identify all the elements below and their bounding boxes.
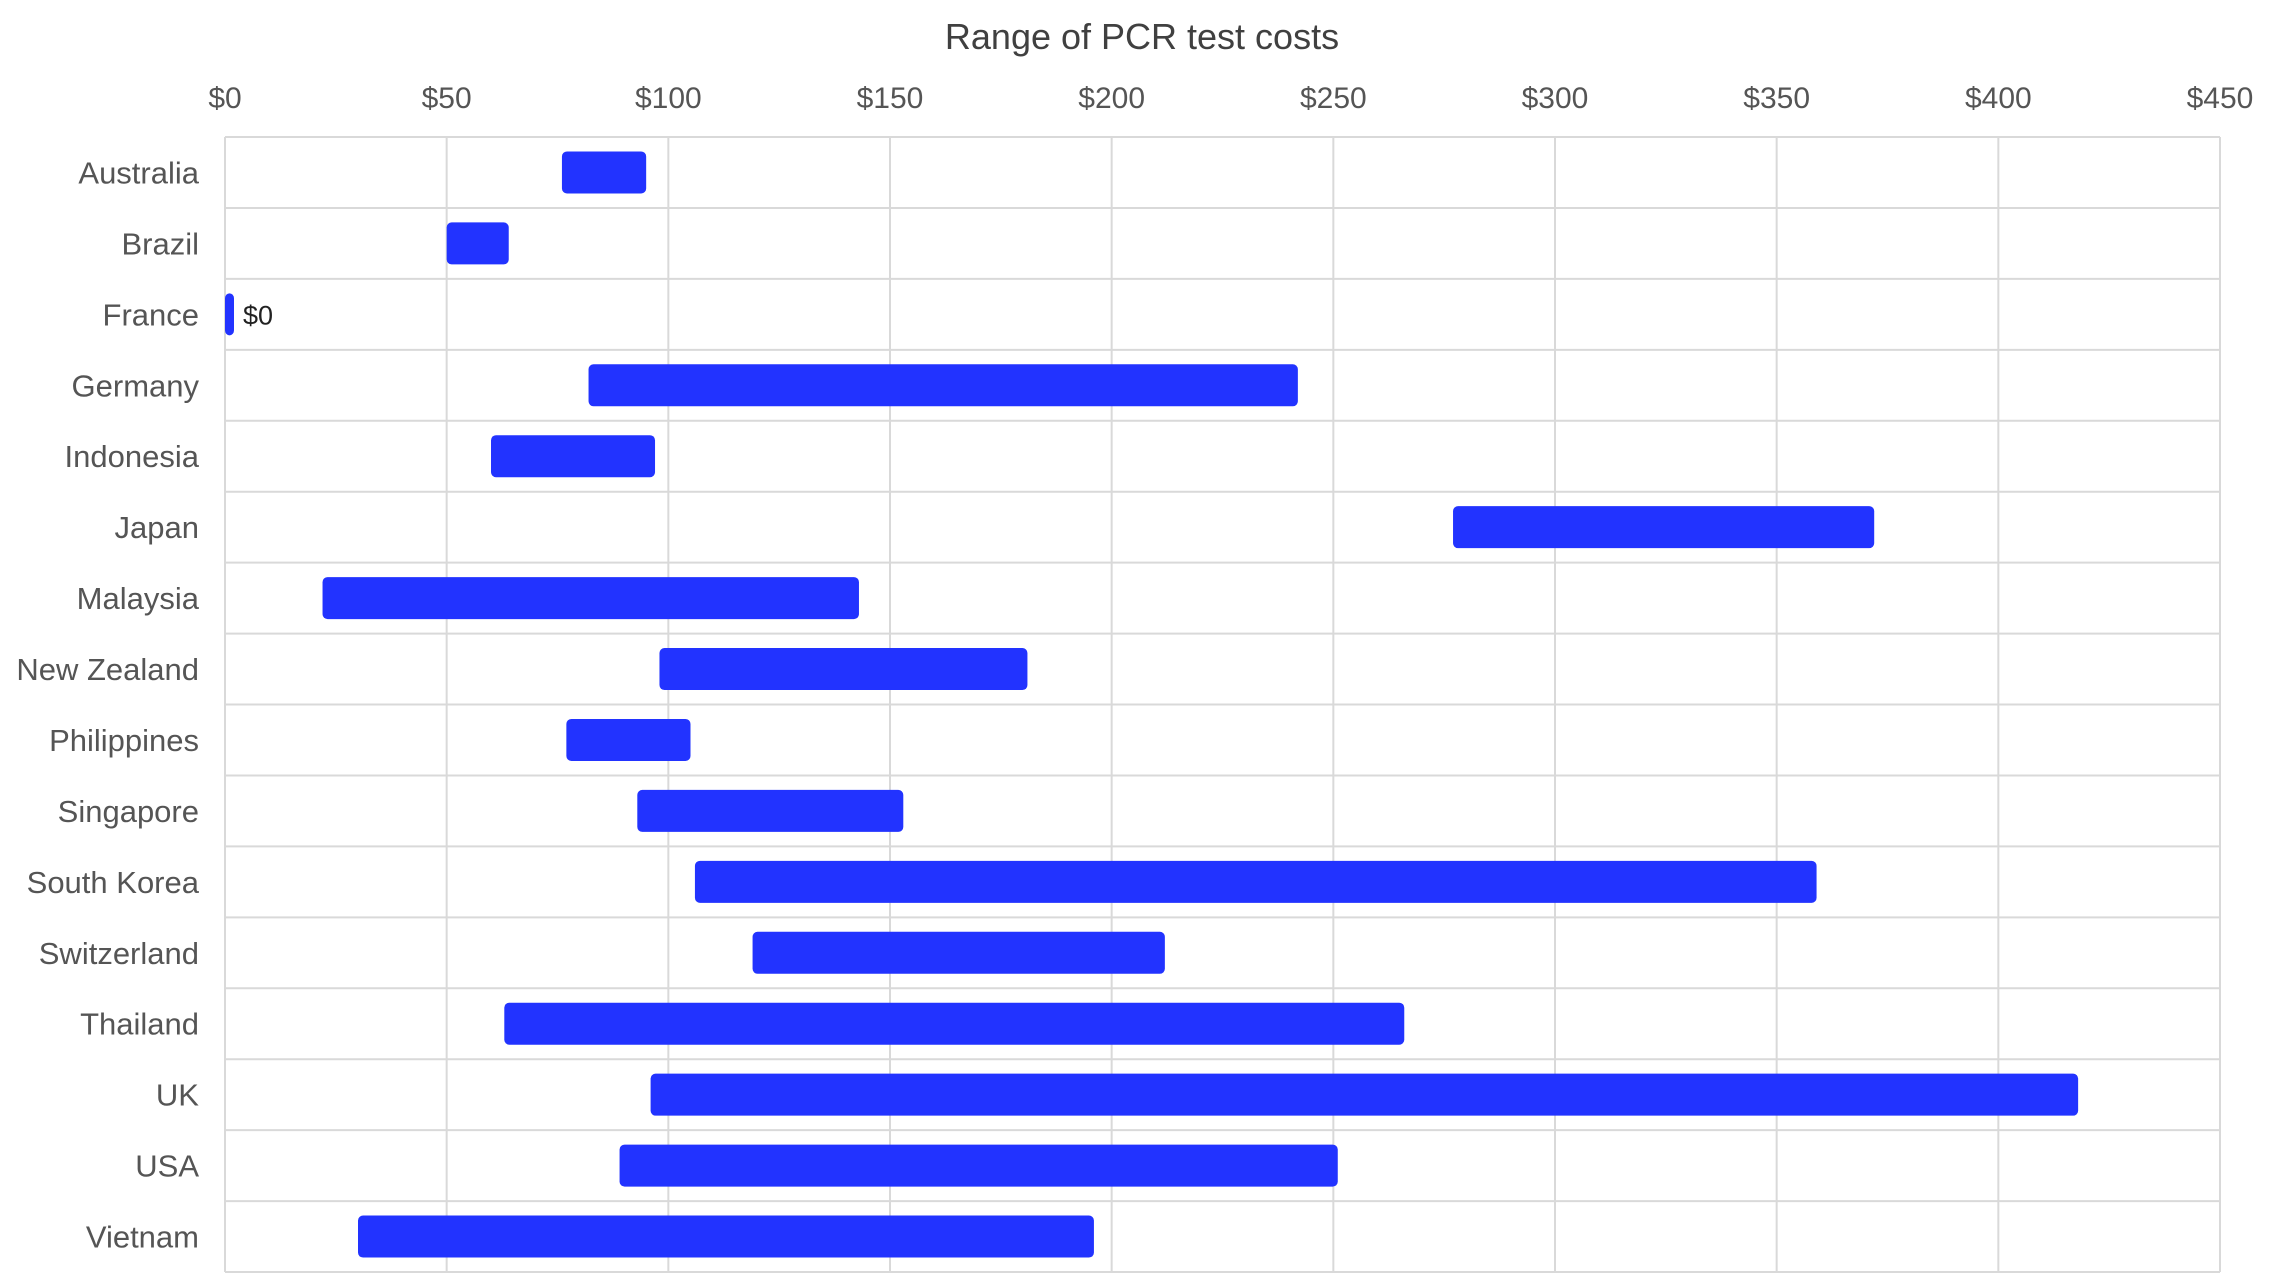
range-bar — [637, 789, 904, 832]
x-tick-label: $0 — [208, 82, 241, 115]
category-label: Australia — [78, 155, 199, 190]
category-label: Vietnam — [86, 1220, 199, 1255]
category-label: USA — [135, 1149, 199, 1184]
category-label: Switzerland — [39, 936, 199, 971]
range-bar — [659, 648, 1028, 691]
range-bar — [504, 1002, 1405, 1045]
data-label: $0 — [243, 300, 273, 330]
category-label: France — [103, 297, 199, 332]
category-label: UK — [156, 1078, 199, 1113]
range-bar — [491, 435, 656, 478]
x-tick-label: $250 — [1300, 82, 1367, 115]
category-label: Singapore — [58, 794, 199, 829]
category-label: Japan — [115, 510, 199, 545]
x-tick-label: $450 — [2187, 82, 2254, 115]
range-bar — [225, 293, 234, 336]
category-label: Philippines — [49, 723, 199, 758]
x-tick-label: $300 — [1522, 82, 1589, 115]
range-bar — [650, 1073, 2079, 1116]
range-bar — [566, 718, 691, 761]
x-tick-label: $50 — [422, 82, 472, 115]
range-bar — [588, 364, 1298, 407]
x-tick-label: $150 — [857, 82, 924, 115]
range-bar — [446, 222, 509, 265]
category-label: New Zealand — [16, 652, 199, 687]
range-bar — [752, 931, 1165, 974]
x-tick-label: $200 — [1078, 82, 1145, 115]
range-bar — [358, 1215, 1094, 1258]
category-label: Thailand — [80, 1007, 199, 1042]
chart-title: Range of PCR test costs — [945, 16, 1339, 57]
category-label: Germany — [72, 368, 200, 403]
range-bar — [322, 577, 859, 620]
x-tick-label: $400 — [1965, 82, 2032, 115]
category-labels: Australia Brazil France Germany Indonesia Jap… — [16, 155, 199, 1254]
range-bar — [619, 1144, 1338, 1187]
category-label: Malaysia — [77, 581, 200, 616]
x-tick-label: $350 — [1743, 82, 1810, 115]
range-bar — [561, 151, 647, 194]
x-tick-label: $100 — [635, 82, 702, 115]
bars — [225, 151, 2079, 1258]
category-label: Indonesia — [65, 439, 200, 474]
x-axis-ticks: $0 $50 $100 $150 $200 $250 $300 $350 $400 $450 — [208, 82, 2253, 115]
range-bar — [694, 860, 1817, 903]
data-labels: $0 — [243, 300, 273, 330]
category-label: Brazil — [121, 226, 199, 261]
category-label: South Korea — [27, 865, 200, 900]
gridlines — [224, 136, 2221, 1273]
range-bar — [1453, 506, 1875, 549]
